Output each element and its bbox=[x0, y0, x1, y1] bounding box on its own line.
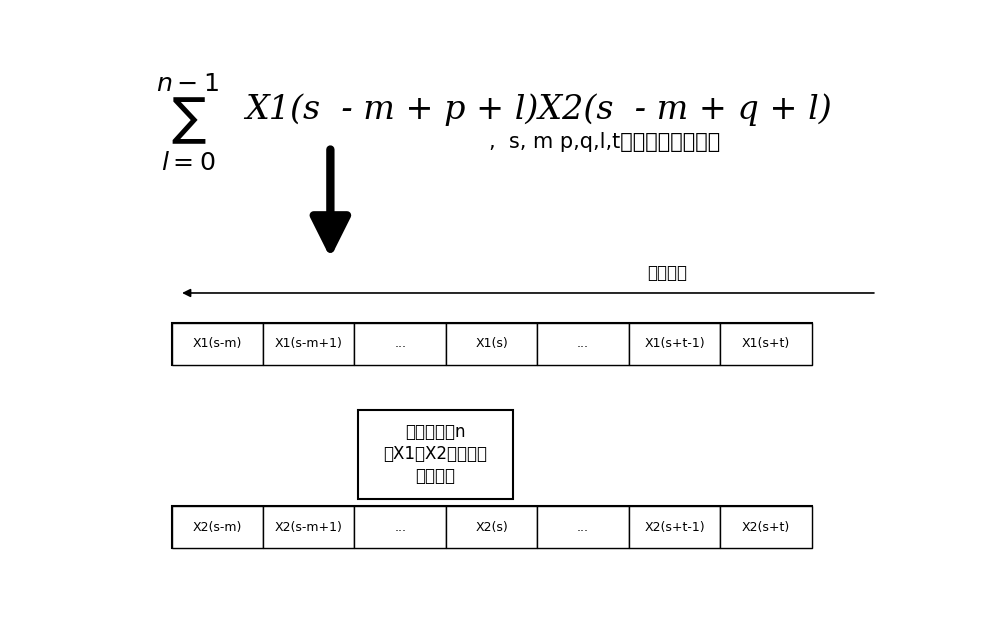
Text: ...: ... bbox=[394, 521, 406, 534]
Bar bbox=[537, 506, 629, 549]
Bar bbox=[537, 323, 629, 365]
Bar bbox=[263, 323, 354, 365]
Text: X1(s-m+1): X1(s-m+1) bbox=[275, 337, 343, 350]
Text: 乘再累加: 乘再累加 bbox=[415, 468, 455, 486]
Bar bbox=[172, 506, 263, 549]
Text: X1(s-m): X1(s-m) bbox=[193, 337, 242, 350]
Text: 滑动方向: 滑动方向 bbox=[648, 264, 688, 282]
Text: X2(s-m+1): X2(s-m+1) bbox=[275, 521, 343, 534]
Text: ,  s, m p,q,l,t代表采样时间点。: , s, m p,q,l,t代表采样时间点。 bbox=[489, 132, 720, 152]
Text: X2(s+t-1): X2(s+t-1) bbox=[644, 521, 705, 534]
Bar bbox=[629, 323, 720, 365]
Text: ...: ... bbox=[394, 337, 406, 350]
Text: X2(s): X2(s) bbox=[475, 521, 508, 534]
Bar bbox=[446, 506, 537, 549]
Bar bbox=[172, 323, 263, 365]
Text: X2(s+t): X2(s+t) bbox=[742, 521, 790, 534]
Text: $\sum_{l=0}^{n-1}$: $\sum_{l=0}^{n-1}$ bbox=[156, 71, 219, 173]
Bar bbox=[720, 506, 812, 549]
Text: ...: ... bbox=[577, 337, 589, 350]
Text: X1(s): X1(s) bbox=[475, 337, 508, 350]
Bar bbox=[354, 506, 446, 549]
Text: X2(s-m): X2(s-m) bbox=[193, 521, 242, 534]
Text: X1(s+t-1): X1(s+t-1) bbox=[644, 337, 705, 350]
Text: 每X1，X2每元素相: 每X1，X2每元素相 bbox=[383, 445, 487, 463]
Bar bbox=[172, 506, 812, 549]
Text: X1(s+t): X1(s+t) bbox=[742, 337, 790, 350]
Text: ...: ... bbox=[577, 521, 589, 534]
Bar bbox=[172, 323, 812, 365]
Bar bbox=[720, 323, 812, 365]
Bar bbox=[354, 323, 446, 365]
Text: 相关窗口为n: 相关窗口为n bbox=[405, 423, 465, 441]
Bar bbox=[629, 506, 720, 549]
Bar bbox=[358, 410, 512, 499]
Bar bbox=[446, 323, 537, 365]
Text: X1(s  - m + p + l)X2(s  - m + q + l): X1(s - m + p + l)X2(s - m + q + l) bbox=[245, 93, 832, 126]
Bar bbox=[263, 506, 354, 549]
